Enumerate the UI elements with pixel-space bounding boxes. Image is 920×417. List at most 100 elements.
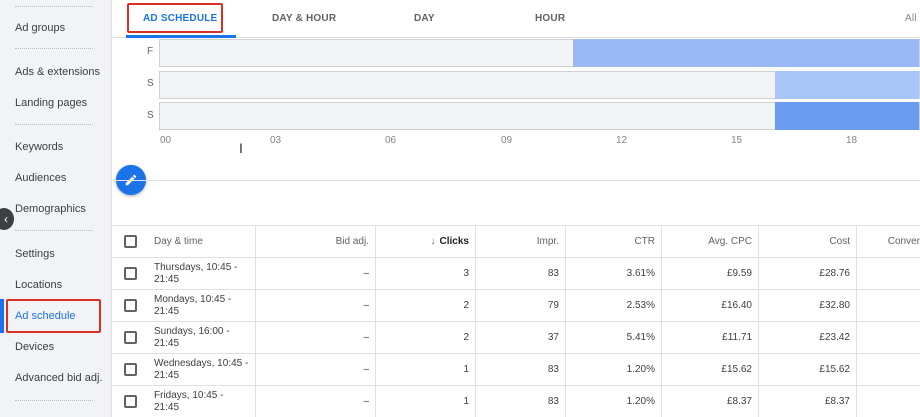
- sidebar-item-ads-extensions[interactable]: Ads & extensions: [15, 66, 100, 78]
- cell-ctr: 2.53%: [566, 290, 662, 321]
- view-tabs: AD SCHEDULE DAY & HOUR DAY HOUR All: [113, 0, 920, 38]
- highlight-annotation: [6, 299, 101, 333]
- day-label: S: [147, 110, 154, 121]
- schedule-row-saturday[interactable]: [159, 71, 920, 99]
- cell-avg-cpc: £15.62: [662, 354, 759, 385]
- table-row[interactable]: Fridays, 10:45 - 21:45–1 83 1.20% £8.37 £8.3…: [113, 386, 920, 417]
- cell-day-time: Sundays, 16:00 - 21:45: [148, 322, 256, 353]
- column-header-clicks[interactable]: ↓ Clicks: [376, 226, 476, 257]
- row-checkbox-cell: [113, 354, 148, 385]
- schedule-fill[interactable]: [775, 102, 919, 130]
- sidebar-divider: [15, 400, 93, 401]
- sidebar-item-locations[interactable]: Locations: [15, 279, 63, 291]
- sidebar-item-devices[interactable]: Devices: [15, 341, 55, 353]
- sidebar-item-settings[interactable]: Settings: [15, 248, 55, 260]
- active-tab-underline: [126, 35, 236, 38]
- collapse-sidebar-chevron-icon[interactable]: ‹: [0, 208, 14, 230]
- table-row[interactable]: Thursdays, 10:45 -21:45–3 83 3.61% £9.59 £28…: [113, 258, 920, 290]
- column-header-ctr[interactable]: CTR: [566, 226, 662, 257]
- schedule-fill[interactable]: [573, 39, 919, 67]
- cell-day-time: Fridays, 10:45 - 21:45: [148, 386, 256, 417]
- cell-cost: £15.62: [759, 354, 857, 385]
- sidebar-item-ad-schedule[interactable]: Ad schedule: [15, 310, 76, 322]
- cell-bid-adj: –: [256, 386, 376, 417]
- column-header-avg-cpc[interactable]: Avg. CPC: [662, 226, 759, 257]
- day-time-text: Sundays, 16:00 - 21:45: [154, 325, 230, 349]
- column-header-conversions[interactable]: Conver: [887, 236, 920, 247]
- cell-ctr: 1.20%: [566, 386, 662, 417]
- schedule-row-friday[interactable]: [159, 39, 920, 67]
- cell-bid-adj: –: [256, 258, 376, 289]
- cell-clicks: 2: [376, 322, 476, 353]
- hour-tick-label: 06: [385, 135, 397, 146]
- cell-clicks: 2: [376, 290, 476, 321]
- tab-day[interactable]: DAY: [414, 13, 435, 24]
- cell-cost: £23.42: [759, 322, 857, 353]
- cell-avg-cpc: £11.71: [662, 322, 759, 353]
- hour-tick-label: 18: [846, 135, 858, 146]
- day-time-text-continued: 21:45: [154, 305, 180, 317]
- column-header-bid-adj[interactable]: Bid adj.: [256, 226, 376, 257]
- row-checkbox[interactable]: [124, 395, 137, 408]
- cell-conversions: [857, 354, 920, 385]
- cell-clicks: 3: [376, 258, 476, 289]
- sidebar-divider: [15, 124, 93, 125]
- sidebar-item-advanced-bid-adj[interactable]: Advanced bid adj.: [15, 372, 103, 384]
- cell-avg-cpc: £9.59: [662, 258, 759, 289]
- schedule-row-sunday[interactable]: [159, 102, 920, 130]
- sidebar-item-ad-groups[interactable]: Ad groups: [15, 22, 66, 34]
- highlight-annotation: [127, 3, 223, 33]
- row-checkbox-cell: [113, 258, 148, 289]
- table-row[interactable]: Sundays, 16:00 - 21:45 –2 37 5.41% £11.71 £23…: [113, 322, 920, 354]
- select-all-checkbox[interactable]: [124, 235, 137, 248]
- row-checkbox[interactable]: [124, 331, 137, 344]
- column-header-impr[interactable]: Impr.: [476, 226, 566, 257]
- cell-impr: 79: [476, 290, 566, 321]
- column-header-day-time[interactable]: Day & time: [148, 226, 256, 257]
- cell-ctr: 3.61%: [566, 258, 662, 289]
- day-time-text: Thursdays, 10:45 -: [154, 261, 238, 273]
- row-checkbox[interactable]: [124, 267, 137, 280]
- cell-cost: £32.80: [759, 290, 857, 321]
- hour-tick-label: 12: [616, 135, 628, 146]
- cell-clicks: 1: [376, 386, 476, 417]
- tab-ad-schedule[interactable]: AD SCHEDULE: [143, 13, 218, 24]
- schedule-heatmap: F S S 00 03 06 09 12 15 18 I: [113, 38, 920, 180]
- table-row[interactable]: Mondays, 10:45 -21:45–2 79 2.53% £16.40 £32.…: [113, 290, 920, 322]
- cell-conversions: [857, 258, 920, 289]
- cell-day-time: Thursdays, 10:45 -21:45: [148, 258, 256, 289]
- day-time-text: Mondays, 10:45 -: [154, 293, 232, 305]
- sidebar-item-landing-pages[interactable]: Landing pages: [15, 97, 88, 109]
- hour-tick-label: 09: [501, 135, 513, 146]
- schedule-fill[interactable]: [775, 71, 919, 99]
- hour-tick-label: 03: [270, 135, 282, 146]
- cell-avg-cpc: £8.37: [662, 386, 759, 417]
- sort-down-arrow-icon: ↓: [430, 236, 436, 247]
- row-checkbox[interactable]: [124, 363, 137, 376]
- cell-avg-cpc: £16.40: [662, 290, 759, 321]
- tab-day-hour[interactable]: DAY & HOUR: [272, 13, 337, 24]
- sidebar-item-audiences[interactable]: Audiences: [15, 172, 67, 184]
- select-all-checkbox-cell: [113, 226, 148, 257]
- table-row[interactable]: Wednesdays, 10:45 -21:45–1 83 1.20% £15.62 £…: [113, 354, 920, 386]
- tab-all[interactable]: All: [905, 13, 917, 24]
- sidebar-item-demographics[interactable]: Demographics: [15, 203, 86, 215]
- cell-bid-adj: –: [256, 354, 376, 385]
- column-header-cost[interactable]: Cost: [759, 226, 857, 257]
- tab-hour[interactable]: HOUR: [535, 13, 566, 24]
- day-time-text: Wednesdays, 10:45 -: [154, 357, 249, 369]
- row-checkbox-cell: [113, 290, 148, 321]
- section-divider: [113, 180, 920, 181]
- cell-impr: 83: [476, 354, 566, 385]
- cell-conversions: [857, 290, 920, 321]
- table-header-row: Day & time Bid adj. ↓ Clicks Impr. CTR Av…: [113, 225, 920, 258]
- day-time-text-continued: 21:45: [154, 273, 180, 285]
- sidebar-divider: [15, 6, 93, 7]
- text-cursor-icon: I: [239, 140, 243, 156]
- cell-cost: £28.76: [759, 258, 857, 289]
- sidebar-divider: [15, 230, 93, 231]
- cell-cost: £8.37: [759, 386, 857, 417]
- day-time-text: Fridays, 10:45 - 21:45: [154, 389, 224, 413]
- sidebar-item-keywords[interactable]: Keywords: [15, 141, 64, 153]
- row-checkbox[interactable]: [124, 299, 137, 312]
